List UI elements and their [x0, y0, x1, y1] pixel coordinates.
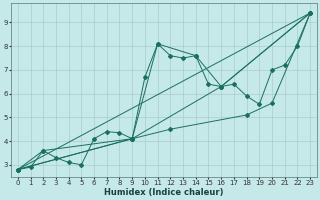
X-axis label: Humidex (Indice chaleur): Humidex (Indice chaleur) [104, 188, 224, 197]
